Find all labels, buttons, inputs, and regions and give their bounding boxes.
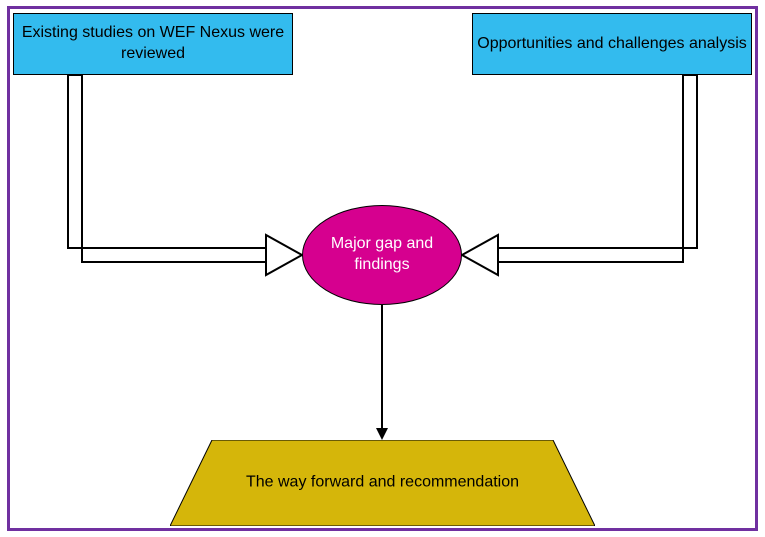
- node-opportunities-label: Opportunities and challenges analysis: [477, 34, 747, 55]
- node-way-forward-label: The way forward and recommendation: [246, 474, 519, 491]
- node-major-gap: Major gap and findings: [302, 205, 462, 305]
- node-existing-studies: Existing studies on WEF Nexus were revie…: [13, 13, 293, 75]
- node-way-forward: The way forward and recommendation: [170, 440, 595, 526]
- node-existing-studies-label: Existing studies on WEF Nexus were revie…: [14, 23, 292, 65]
- node-opportunities: Opportunities and challenges analysis: [472, 13, 752, 75]
- node-major-gap-label: Major gap and findings: [303, 234, 461, 276]
- diagram-canvas: Existing studies on WEF Nexus were revie…: [0, 0, 765, 537]
